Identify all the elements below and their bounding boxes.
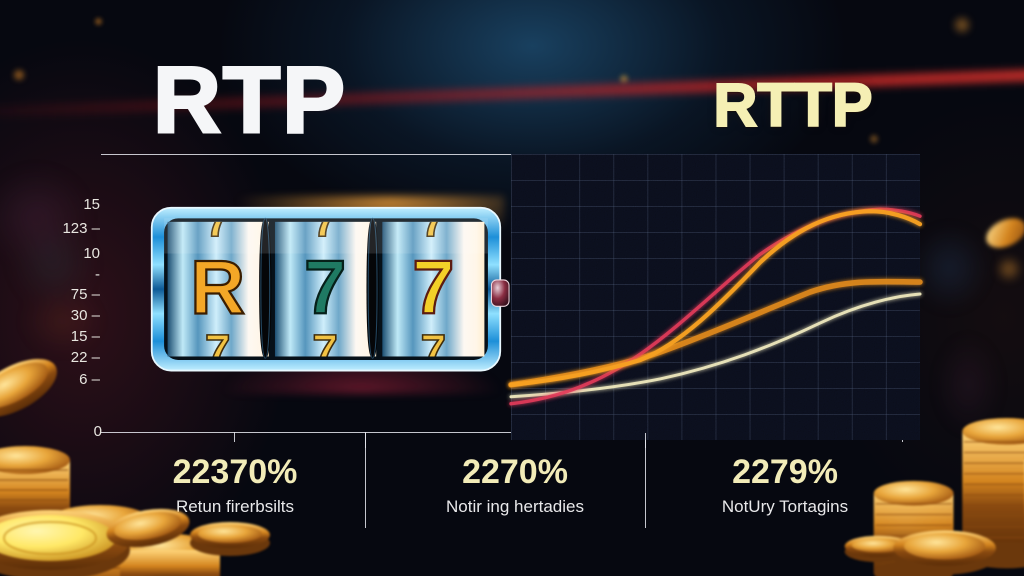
svg-text:7: 7: [304, 245, 346, 330]
svg-text:R: R: [190, 245, 245, 330]
svg-text:7: 7: [412, 245, 454, 330]
